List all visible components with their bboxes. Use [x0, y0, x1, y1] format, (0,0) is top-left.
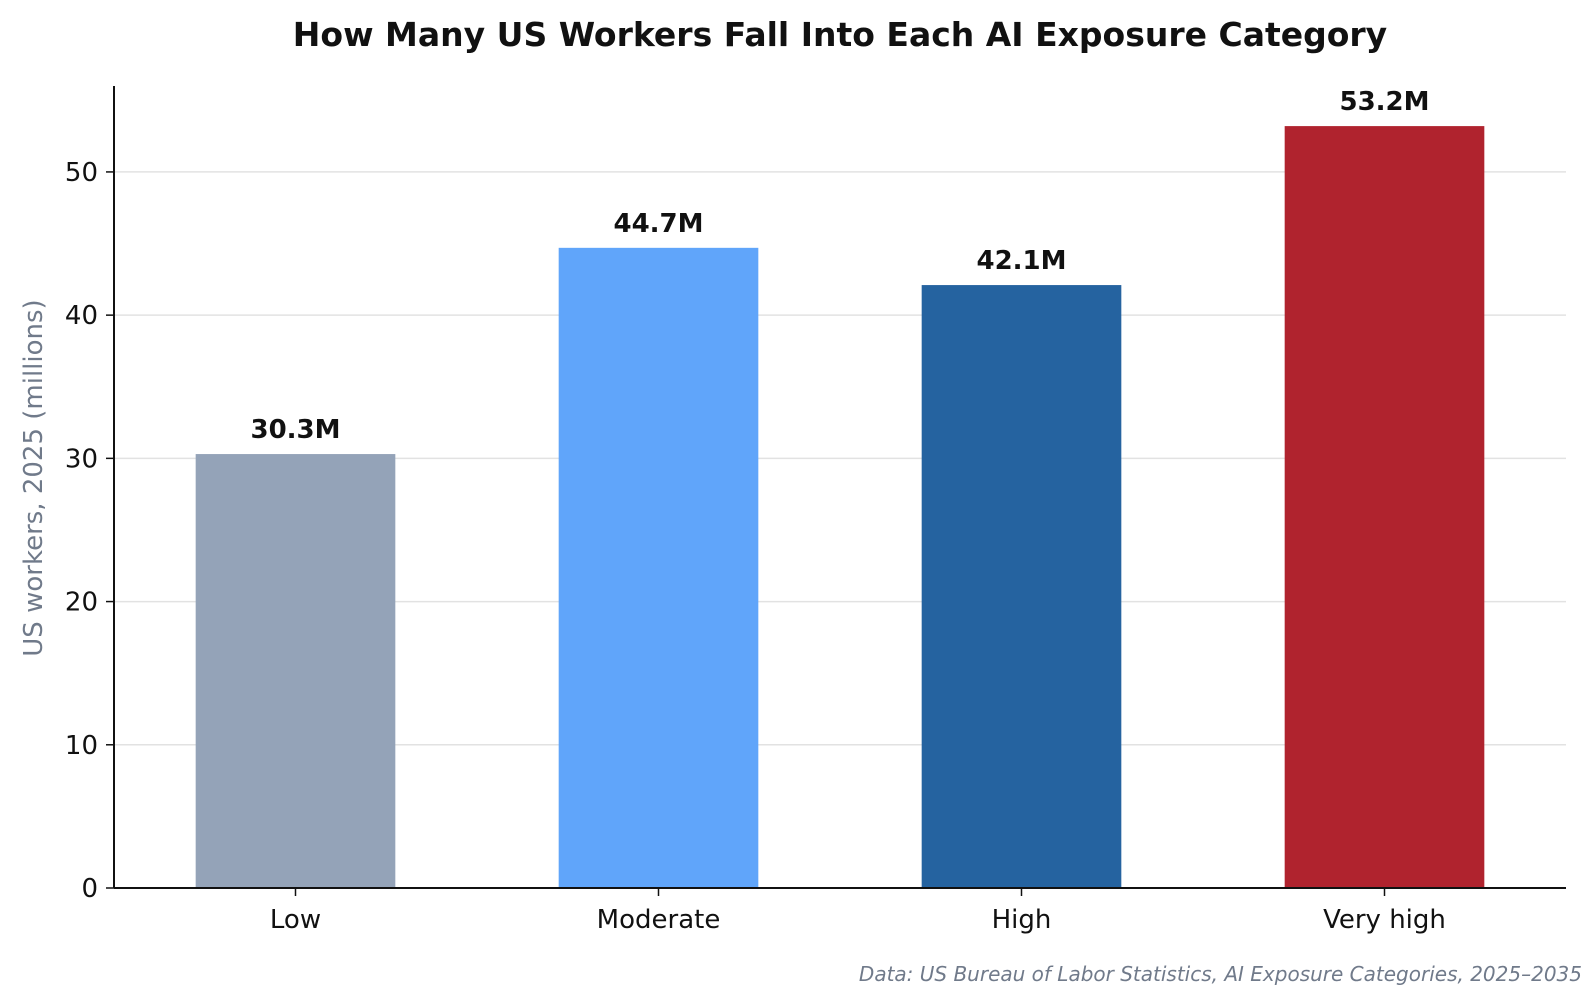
y-tick-label: 30 — [65, 444, 98, 474]
x-tick-label: Low — [270, 905, 321, 935]
chart-title: How Many US Workers Fall Into Each AI Ex… — [293, 15, 1387, 54]
y-tick-label: 40 — [65, 301, 98, 331]
source-note: Data: US Bureau of Labor Statistics, AI … — [859, 962, 1582, 986]
bar-value-label: 53.2M — [1339, 87, 1429, 117]
labels: 0 10 20 30 40 50 30.3M Low 44.7M Moderate 42.1M Hig… — [65, 87, 1446, 935]
x-tick-label: High — [992, 905, 1052, 935]
bar-high — [921, 285, 1122, 888]
y-axis-label: US workers, 2025 (millions) — [19, 299, 49, 656]
bar-moderate — [558, 247, 759, 888]
x-tick-label: Moderate — [597, 905, 721, 935]
bar-low — [195, 454, 396, 888]
axes — [106, 86, 1566, 896]
y-tick-label: 0 — [81, 874, 98, 904]
bar-value-label: 44.7M — [613, 209, 703, 239]
bar-value-label: 42.1M — [976, 246, 1066, 276]
bar-very-high — [1284, 126, 1485, 889]
y-tick-label: 20 — [65, 588, 98, 618]
bars — [195, 126, 1485, 889]
y-tick-label: 10 — [65, 731, 98, 761]
y-tick-label: 50 — [65, 158, 98, 188]
bar-value-label: 30.3M — [250, 415, 340, 445]
x-tick-label: Very high — [1323, 905, 1446, 935]
